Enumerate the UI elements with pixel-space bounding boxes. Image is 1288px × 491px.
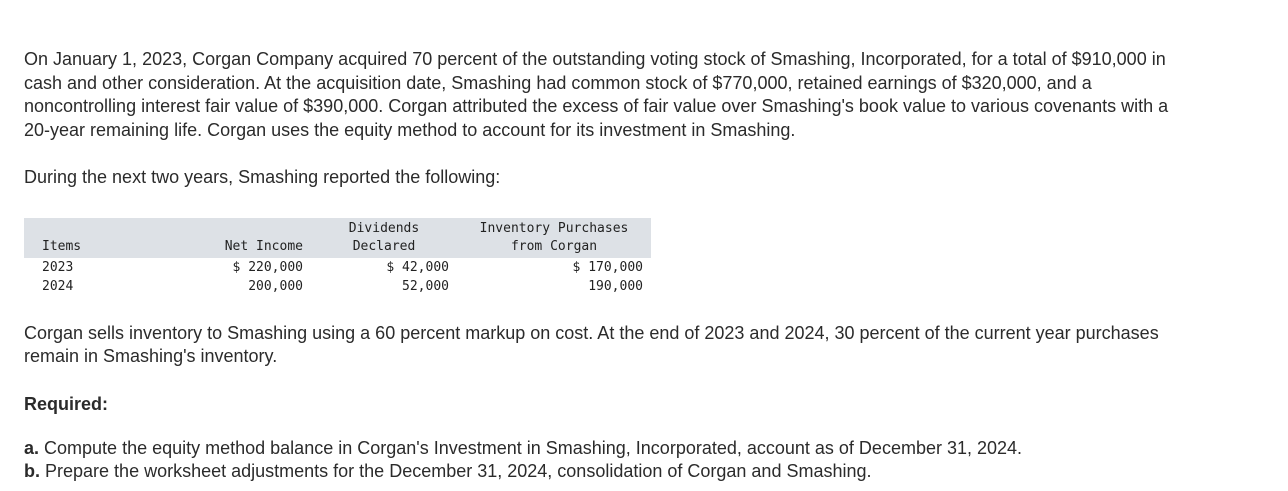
requirement-a-text: Compute the equity method balance in Cor…	[44, 437, 1023, 458]
table-header-row: Items Net Income Dividends Declared Inve…	[24, 217, 651, 258]
header-dividends: Dividends Declared	[311, 217, 457, 258]
cell-inventory: $ 170,000	[572, 259, 643, 275]
header-net-income: Net Income	[185, 217, 311, 258]
cell-dividends: $ 42,000	[386, 259, 449, 275]
requirement-a-letter: a.	[24, 437, 40, 458]
lead-in-paragraph: During the next two years, Smashing repo…	[24, 167, 501, 187]
markup-paragraph: Corgan sells inventory to Smashing using…	[24, 322, 1159, 367]
requirement-b-text: Prepare the worksheet adjustments for th…	[45, 461, 872, 481]
header-inventory-line2: from Corgan	[510, 238, 598, 254]
requirements-list: a. Compute the equity method balance in …	[24, 437, 1264, 484]
problem-content: On January 1, 2023, Corgan Company acqui…	[24, 48, 1264, 484]
header-items: Items	[24, 217, 185, 258]
header-inventory-line1: Inventory Purchases	[479, 220, 629, 236]
cell-year: 2024	[42, 278, 74, 294]
header-dividends-line2: Declared	[352, 238, 416, 254]
cell-net-income: $ 220,000	[232, 259, 303, 275]
requirement-a: a. Compute the equity method balance in …	[24, 437, 1264, 461]
requirement-b: b. Prepare the worksheet adjustments for…	[24, 460, 1264, 484]
header-dividends-line1: Dividends	[348, 220, 420, 236]
cell-inventory: 190,000	[588, 278, 643, 294]
smashing-data-table: Items Net Income Dividends Declared Inve…	[24, 217, 651, 296]
required-heading: Required:	[24, 393, 109, 414]
cell-year: 2023	[42, 259, 74, 275]
requirement-b-letter: b.	[24, 461, 40, 481]
header-inventory: Inventory Purchases from Corgan	[457, 217, 651, 258]
table-row: 2023 $ 220,000 $ 42,000 $ 170,000	[24, 258, 651, 277]
cell-dividends: 52,000	[402, 278, 449, 294]
table-row: 2024 200,000 52,000 190,000	[24, 277, 651, 296]
cell-net-income: 200,000	[248, 278, 303, 294]
data-table-container: Items Net Income Dividends Declared Inve…	[24, 217, 1264, 296]
intro-paragraph: On January 1, 2023, Corgan Company acqui…	[24, 49, 1169, 140]
